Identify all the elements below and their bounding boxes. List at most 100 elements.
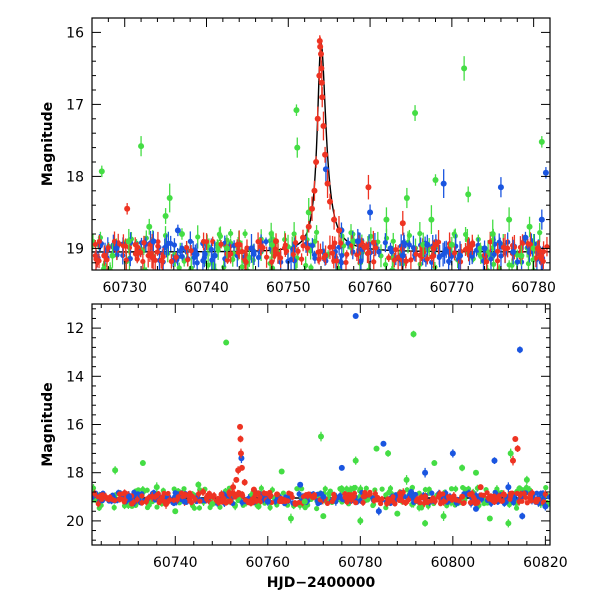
green-point [181, 486, 187, 492]
green-point [318, 433, 324, 440]
red-point [540, 248, 547, 255]
blue-point [367, 209, 374, 216]
red-point [413, 251, 419, 257]
y-tick-label: 16 [66, 25, 84, 41]
blue-point [352, 313, 359, 320]
red-point [239, 248, 245, 255]
green-point [378, 253, 384, 259]
red-point [477, 484, 484, 491]
red-point [360, 493, 366, 500]
blue-point [491, 457, 498, 464]
green-point [176, 265, 182, 270]
red-point [509, 457, 516, 464]
blue-point [202, 251, 208, 257]
red-point [331, 494, 337, 500]
red-point [403, 258, 409, 264]
x-tick-label: 60820 [523, 555, 568, 571]
red-point [508, 493, 514, 499]
blue-point [498, 253, 504, 259]
red-point [290, 251, 296, 258]
red-point [278, 255, 284, 261]
red-point [397, 493, 403, 500]
red-point [408, 257, 414, 263]
y-axis-label: Magnitude [40, 102, 56, 186]
red-point [124, 205, 131, 212]
red-point [534, 245, 541, 252]
red-point [514, 490, 520, 496]
green-point [518, 252, 525, 259]
green-point [370, 502, 376, 509]
blue-point [312, 255, 318, 261]
green-point [383, 492, 389, 498]
red-point [318, 79, 325, 86]
y-tick-label: 19 [66, 241, 84, 257]
green-point [373, 445, 380, 452]
red-point [519, 498, 525, 504]
blue-point [376, 249, 382, 255]
green-point [303, 262, 309, 269]
red-point [317, 43, 324, 50]
red-point [149, 493, 156, 500]
red-point [424, 256, 430, 262]
green-point [431, 460, 438, 467]
red-point [399, 220, 406, 227]
red-point [529, 490, 535, 496]
blue-point [429, 490, 435, 496]
green-point [506, 262, 512, 268]
green-point [278, 468, 285, 475]
red-point [300, 243, 306, 249]
red-point [250, 486, 257, 493]
red-point [258, 244, 264, 250]
green-point [432, 177, 439, 183]
green-point [543, 485, 549, 491]
red-point [171, 497, 177, 503]
red-point [391, 257, 397, 263]
red-point [163, 501, 170, 508]
green-point [472, 469, 479, 476]
green-point [255, 503, 262, 510]
red-point [143, 499, 149, 505]
red-point [156, 498, 162, 504]
red-point [282, 498, 288, 505]
green-point [223, 245, 230, 252]
red-point [235, 467, 242, 474]
red-point [175, 494, 181, 500]
red-point [377, 500, 384, 507]
red-point [329, 498, 335, 505]
red-point [465, 245, 471, 251]
green-point [139, 460, 146, 467]
green-point [287, 515, 294, 522]
blue-point [113, 245, 120, 252]
red-point [372, 491, 378, 497]
blue-point [264, 498, 271, 505]
red-point [252, 492, 259, 498]
red-point [246, 498, 252, 504]
green-point [523, 476, 530, 483]
red-point [353, 500, 359, 506]
blue-point [516, 346, 523, 353]
red-point [183, 244, 190, 251]
red-point [200, 238, 207, 245]
green-point [352, 457, 359, 464]
red-point [134, 496, 140, 503]
green-point [486, 515, 493, 522]
green-point [326, 490, 332, 497]
green-point [403, 476, 410, 483]
green-point [294, 144, 301, 151]
blue-point [135, 491, 141, 497]
red-point [321, 254, 327, 261]
blue-point [469, 252, 475, 259]
red-point [400, 489, 406, 495]
y-tick-label: 16 [66, 418, 84, 434]
red-point [101, 252, 108, 259]
red-point [244, 245, 250, 251]
blue-point [380, 440, 387, 447]
green-point [338, 486, 345, 493]
red-point [173, 254, 179, 260]
plot-frame [91, 303, 551, 546]
blue-point [406, 242, 412, 248]
red-point [512, 435, 519, 442]
green-point [154, 504, 160, 510]
blue-point [168, 240, 174, 247]
red-point [123, 243, 129, 249]
